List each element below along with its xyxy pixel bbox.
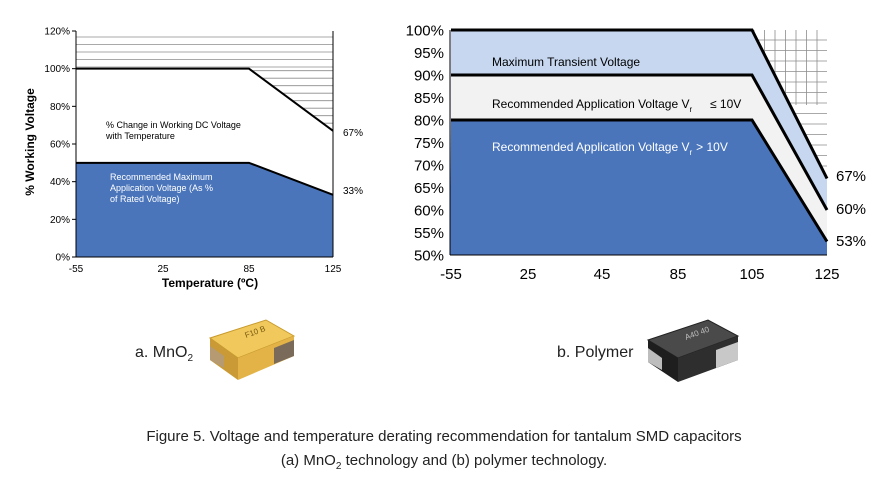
chart-b-x-tick-label: 45 [594,266,611,283]
chart-b-area-recommended-high [450,120,827,255]
chart-b-y-tick-label: 90% [414,68,444,85]
chart-a: 0% 20% 40% 60% 80% 100% 120% -55 25 85 125 % Chan… [23,27,363,291]
chart-a-x-tick-label: 85 [243,264,255,275]
chart-b-end-label-recommended-high: 53% [836,233,866,250]
chart-a-y-tick-label: 0% [56,253,71,264]
panel-a-label: a. MnO2 [135,344,194,365]
chart-b-transient-label: Maximum Transient Voltage [492,55,640,69]
chart-b-y-tick-label: 50% [414,248,444,265]
chart-b-recommended-low-label: Recommended Application Voltage Vr ≤ 10V [492,97,741,114]
chart-b-y-tick-label: 60% [414,203,444,220]
chart-b-y-tick-label: 85% [414,90,444,107]
chart-b-line-recommended-low [451,73,829,211]
chart-a-end-label-working: 67% [343,128,363,139]
chart-b-x-tick-label: 25 [520,266,537,283]
chart-a-line-working [76,67,334,132]
chart-a-y-tick-label: 100% [44,64,70,75]
chart-a-x-axis-label: Temperature (ºC) [162,276,258,290]
chart-a-recommended-label: Recommended Maximum Application Voltage … [110,172,216,204]
chart-b-y-tick-label: 95% [414,45,444,62]
chart-a-y-tick-label: 60% [50,140,70,151]
chart-b-x-tick-label: 105 [739,266,764,283]
chart-b-x-tick-label: -55 [440,266,462,283]
chart-b-y-tick-label: 100% [406,23,444,40]
chart-a-working-label: % Change in Working DC Voltage with Temp… [105,120,243,141]
chart-a-x-tick-label: 25 [157,264,169,275]
chart-b-y-tick-label: 75% [414,135,444,152]
chart-a-y-tick-label: 40% [50,177,70,188]
chart-b-frame [449,30,827,256]
panel-b-label: b. Polymer [557,344,634,361]
chart-b-x-tick-label: 125 [814,266,839,283]
chart-a-end-label-recommended: 33% [343,186,363,197]
polymer-tantalum-capacitor-icon: A40 40 [646,319,740,382]
chart-a-line-recommended [76,161,334,196]
chart-a-y-axis-label: % Working Voltage [23,88,37,196]
chart-b-y-tick-label: 55% [414,225,444,242]
chart-a-x-tick-label: 125 [325,264,342,275]
chart-a-y-tick-label: 120% [44,27,70,38]
chart-b-recommended-high-label: Recommended Application Voltage Vr > 10V [492,140,728,157]
chart-a-x-tick-label: -55 [69,264,84,275]
chart-b-end-label-recommended-low: 60% [836,201,866,218]
figure-caption-line-2: (a) MnO2 technology and (b) polymer tech… [280,452,608,472]
chart-b-y-tick-label: 80% [414,113,444,130]
chart-a-area-recommended [76,162,333,257]
chart-b-y-tick-label: 70% [414,158,444,175]
chart-b-line-recommended-high [451,118,829,243]
chart-b-line-transient [451,28,829,180]
chart-b-y-tick-label: 65% [414,180,444,197]
figure-caption-line-1: Figure 5. Voltage and temperature derati… [146,428,742,445]
chart-a-y-tick-label: 80% [50,102,70,113]
mno2-tantalum-capacitor-icon: F10 B [208,319,296,380]
chart-b: 50% 55% 60% 65% 70% 75% 80% 85% 90% 95% 100% -55 25… [406,23,866,284]
chart-a-y-tick-label: 20% [50,215,70,226]
derating-charts: 0% 20% 40% 60% 80% 100% 120% -55 25 85 125 % Chan… [23,23,866,382]
chart-b-x-tick-label: 85 [670,266,687,283]
chart-b-end-label-transient: 67% [836,168,866,185]
